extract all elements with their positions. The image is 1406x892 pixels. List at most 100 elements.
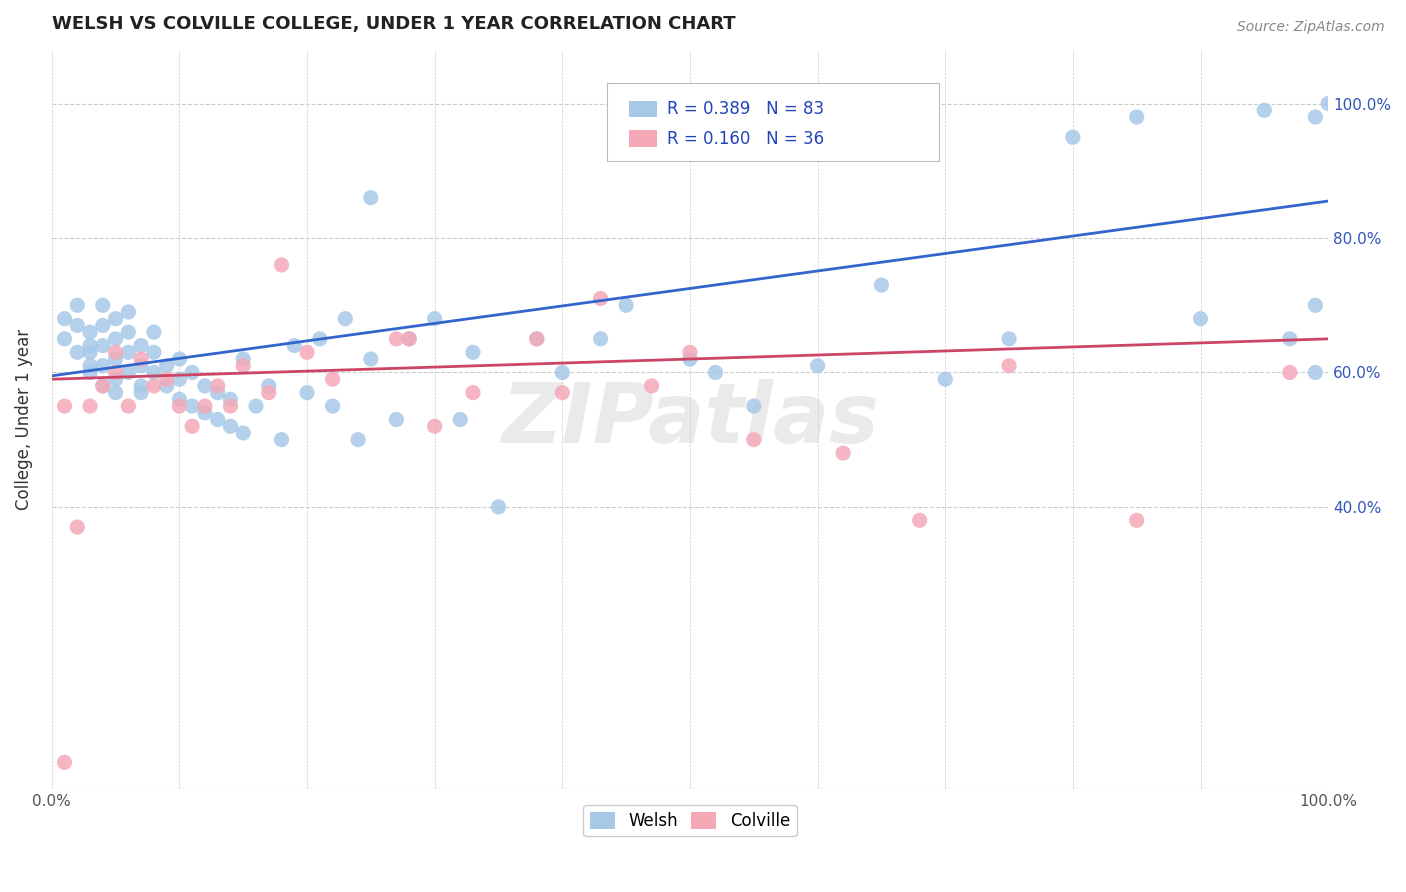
- Point: [295, 345, 318, 359]
- Point: [181, 419, 204, 434]
- Point: [79, 399, 101, 413]
- Point: [257, 385, 280, 400]
- Point: [806, 359, 828, 373]
- Point: [1305, 366, 1327, 380]
- Point: [232, 352, 254, 367]
- Point: [79, 325, 101, 339]
- Point: [335, 311, 357, 326]
- Point: [385, 332, 408, 346]
- Point: [295, 385, 318, 400]
- Text: Source: ZipAtlas.com: Source: ZipAtlas.com: [1237, 20, 1385, 34]
- Point: [1278, 366, 1301, 380]
- Point: [194, 399, 217, 413]
- Point: [1253, 103, 1275, 118]
- Point: [219, 399, 242, 413]
- Point: [998, 332, 1021, 346]
- Point: [742, 433, 765, 447]
- Y-axis label: College, Under 1 year: College, Under 1 year: [15, 329, 32, 510]
- Point: [934, 372, 956, 386]
- Point: [232, 359, 254, 373]
- Point: [679, 352, 702, 367]
- Point: [169, 352, 191, 367]
- Text: R = 0.160   N = 36: R = 0.160 N = 36: [666, 129, 824, 147]
- Point: [322, 372, 344, 386]
- Point: [908, 513, 931, 527]
- Point: [91, 379, 114, 393]
- Point: [117, 366, 139, 380]
- Point: [1062, 130, 1084, 145]
- Point: [117, 345, 139, 359]
- Point: [66, 318, 89, 333]
- Point: [704, 366, 727, 380]
- Point: [360, 352, 382, 367]
- FancyBboxPatch shape: [628, 101, 657, 117]
- Point: [461, 385, 484, 400]
- FancyBboxPatch shape: [628, 130, 657, 146]
- Point: [142, 366, 165, 380]
- Point: [1189, 311, 1212, 326]
- Point: [742, 399, 765, 413]
- Point: [589, 332, 612, 346]
- Point: [181, 399, 204, 413]
- Point: [207, 412, 229, 426]
- Point: [181, 366, 204, 380]
- Point: [551, 366, 574, 380]
- Point: [194, 379, 217, 393]
- Point: [117, 305, 139, 319]
- Point: [589, 292, 612, 306]
- Point: [461, 345, 484, 359]
- Point: [79, 359, 101, 373]
- Point: [129, 379, 152, 393]
- Point: [423, 311, 446, 326]
- Point: [207, 385, 229, 400]
- Point: [117, 399, 139, 413]
- Point: [129, 338, 152, 352]
- Point: [1317, 96, 1340, 111]
- Point: [832, 446, 855, 460]
- Text: ZIPatlas: ZIPatlas: [501, 379, 879, 460]
- Point: [526, 332, 548, 346]
- Legend: Welsh, Colville: Welsh, Colville: [583, 805, 797, 837]
- Point: [488, 500, 510, 514]
- Point: [423, 419, 446, 434]
- Point: [66, 298, 89, 312]
- Point: [156, 359, 179, 373]
- Point: [53, 311, 76, 326]
- Point: [91, 298, 114, 312]
- Point: [142, 325, 165, 339]
- Point: [104, 372, 127, 386]
- Point: [398, 332, 420, 346]
- Point: [91, 359, 114, 373]
- Point: [104, 332, 127, 346]
- Point: [308, 332, 330, 346]
- Point: [283, 338, 305, 352]
- Point: [1305, 110, 1327, 124]
- Point: [66, 345, 89, 359]
- Point: [870, 278, 893, 293]
- Point: [194, 406, 217, 420]
- Point: [1125, 513, 1147, 527]
- Point: [129, 359, 152, 373]
- Point: [169, 399, 191, 413]
- Point: [53, 332, 76, 346]
- Point: [142, 379, 165, 393]
- Point: [679, 345, 702, 359]
- Point: [129, 352, 152, 367]
- Point: [104, 366, 127, 380]
- Point: [79, 338, 101, 352]
- Point: [169, 372, 191, 386]
- Text: R = 0.389   N = 83: R = 0.389 N = 83: [666, 100, 824, 118]
- Point: [117, 325, 139, 339]
- Point: [79, 366, 101, 380]
- Point: [91, 318, 114, 333]
- Point: [169, 392, 191, 407]
- Point: [640, 379, 662, 393]
- Point: [207, 379, 229, 393]
- Point: [322, 399, 344, 413]
- Point: [1278, 332, 1301, 346]
- Point: [385, 412, 408, 426]
- Point: [53, 399, 76, 413]
- Point: [104, 352, 127, 367]
- Point: [257, 379, 280, 393]
- Point: [91, 338, 114, 352]
